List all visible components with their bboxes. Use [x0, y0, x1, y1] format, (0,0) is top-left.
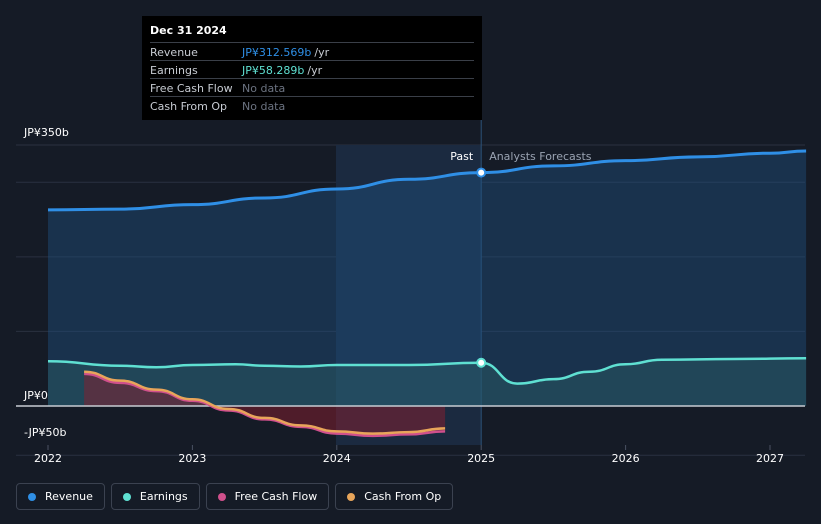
- revenue-area: [48, 150, 807, 406]
- tooltip-panel: Dec 31 2024 Revenue JP¥312.569b /yr Earn…: [142, 16, 482, 120]
- legend-label: Earnings: [139, 490, 188, 503]
- tooltip-value: JP¥312.569b: [242, 45, 312, 59]
- tooltip-unit: /yr: [307, 63, 323, 77]
- y-tick-label: JP¥0: [23, 389, 48, 402]
- legend-item-revenue[interactable]: Revenue: [16, 483, 105, 510]
- tooltip-value: No data: [242, 99, 286, 113]
- legend-dot-icon: [28, 492, 36, 501]
- y-tick-label: JP¥350b: [23, 126, 69, 139]
- cash-from-op-line: [84, 370, 446, 435]
- tooltip-value: No data: [242, 81, 286, 95]
- x-tick-label: 2022: [34, 452, 62, 465]
- legend-label: Revenue: [45, 490, 93, 503]
- x-tick-label: 2026: [612, 452, 640, 465]
- revenue-line: [47, 149, 807, 212]
- legend-item-earnings[interactable]: Earnings: [110, 483, 200, 510]
- tooltip-row-earnings: Earnings JP¥58.289b /yr: [150, 60, 474, 78]
- legend-dot-icon: [347, 492, 356, 501]
- tooltip-label: Earnings: [150, 63, 198, 77]
- legend-dot-icon: [217, 492, 226, 501]
- legend-label: Cash From Op: [364, 490, 442, 503]
- legend-label: Free Cash Flow: [234, 490, 318, 503]
- x-tick-label: 2024: [323, 452, 351, 465]
- x-tick-label: 2025: [467, 452, 495, 465]
- tooltip-label: Cash From Op: [150, 99, 228, 113]
- tooltip-row-revenue: Revenue JP¥312.569b /yr: [150, 42, 474, 60]
- earnings-area: [48, 358, 807, 406]
- tooltip-date: Dec 31 2024: [150, 24, 227, 37]
- y-tick-label: -JP¥50b: [24, 426, 66, 439]
- past-label: Past: [450, 150, 474, 163]
- earnings-marker: [476, 357, 487, 368]
- legend-item-cash-from-op[interactable]: Cash From Op: [335, 483, 454, 510]
- revenue-marker: [476, 167, 487, 178]
- legend-dot-icon: [122, 492, 131, 501]
- x-tick-label: 2023: [178, 452, 206, 465]
- tooltip-row-free-cash-flow: Free Cash Flow No data: [150, 78, 474, 96]
- free-cash-flow-line: [84, 372, 446, 438]
- earnings-line: [47, 357, 807, 385]
- tooltip-value: JP¥58.289b: [242, 63, 305, 77]
- tooltip-label: Free Cash Flow: [150, 81, 233, 95]
- past-region-band: [336, 145, 482, 445]
- free-cash-flow-area: [84, 373, 446, 436]
- tooltip-label: Revenue: [150, 45, 198, 59]
- chart-legend: Revenue Earnings Free Cash Flow Cash Fro…: [16, 483, 454, 510]
- legend-item-free-cash-flow[interactable]: Free Cash Flow: [205, 483, 330, 510]
- tooltip-row-cash-from-op: Cash From Op No data: [150, 96, 474, 114]
- analysts-forecasts-label: Analysts Forecasts: [489, 150, 592, 163]
- x-tick-label: 2027: [756, 452, 784, 465]
- tooltip-unit: /yr: [314, 45, 330, 59]
